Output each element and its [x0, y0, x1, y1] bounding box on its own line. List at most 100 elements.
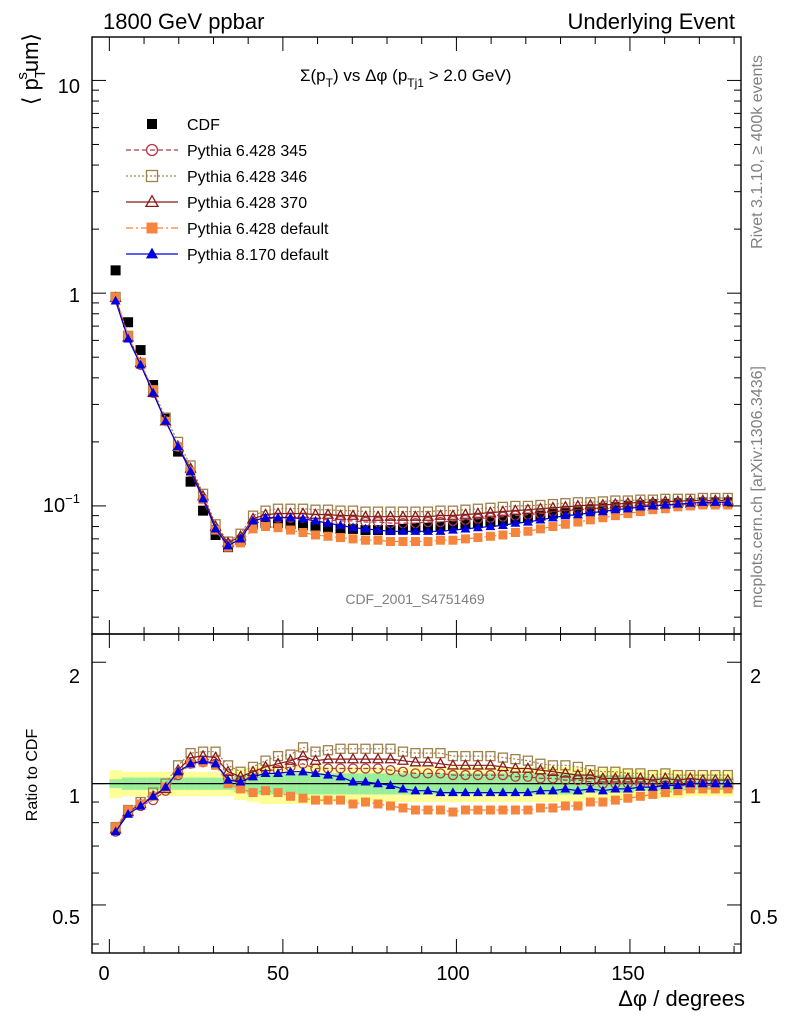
ratio-point — [435, 747, 446, 759]
data-point — [460, 523, 471, 533]
data-point — [672, 498, 683, 508]
ratio-point — [485, 805, 495, 815]
ratio-ytick-label-0-5: 0.5 — [52, 907, 80, 929]
data-point — [409, 510, 422, 521]
ratio-point — [635, 791, 645, 801]
ratio-plot-frame — [91, 633, 742, 954]
ratio-ytick-label-2: 2 — [69, 666, 80, 688]
ratio-point — [610, 766, 621, 777]
data-point — [148, 387, 159, 397]
xtick-label-50: 50 — [267, 963, 289, 985]
data-point — [360, 523, 371, 533]
ratio-point — [496, 760, 509, 772]
data-point — [647, 500, 658, 510]
data-point — [548, 522, 558, 532]
ratio-point — [323, 769, 333, 779]
ratio-point — [398, 783, 408, 793]
ratio-point — [284, 754, 297, 765]
data-point — [485, 531, 495, 541]
data-point — [348, 534, 358, 544]
ratio-point — [473, 805, 483, 815]
ratio-point — [485, 787, 496, 797]
ratio-point — [310, 768, 321, 777]
ratio-point — [609, 771, 622, 783]
data-point — [385, 526, 396, 535]
side-rivet-label: Rivet 3.1.10, ≥ 400k events — [749, 55, 766, 249]
ratio-point — [435, 787, 446, 797]
ratio-point — [160, 781, 171, 791]
ratio-point — [421, 755, 435, 767]
ratio-point — [348, 776, 358, 786]
data-point — [323, 531, 333, 541]
ratio-point — [622, 783, 633, 793]
ratio-point — [385, 764, 396, 776]
data-point — [435, 535, 445, 545]
main-ytick-label-tenth: 10−1 — [43, 491, 80, 517]
ratio-point — [585, 783, 596, 793]
ratio-point — [523, 805, 533, 815]
ratio-point — [648, 789, 658, 799]
data-point — [311, 530, 321, 540]
ratio-point — [635, 781, 646, 791]
ratio-point — [335, 795, 345, 805]
ratio-point — [660, 780, 671, 789]
ratio-point — [535, 785, 546, 795]
data-point — [509, 504, 522, 515]
ratio-point — [572, 785, 583, 795]
data-point — [710, 497, 721, 506]
ratio-point — [360, 776, 371, 786]
ratio-point — [546, 765, 559, 776]
ratio-point — [510, 805, 520, 815]
data-point — [410, 537, 420, 547]
data-point — [223, 540, 233, 550]
ratio-point — [685, 784, 695, 794]
ratio-point — [396, 754, 410, 765]
legend-marker — [145, 143, 159, 157]
ratio-point — [123, 808, 134, 818]
data-point — [298, 520, 309, 531]
data-point — [585, 515, 595, 525]
data-point — [635, 507, 645, 517]
data-point — [610, 511, 620, 521]
ratio-point — [335, 771, 346, 781]
data-point — [235, 533, 246, 543]
data-point — [285, 512, 296, 522]
data-point — [398, 526, 408, 535]
data-point — [335, 520, 346, 529]
ratio-point — [446, 758, 460, 770]
ratio-point — [447, 769, 459, 781]
ratio-point — [334, 752, 347, 764]
xtick-label-0: 0 — [98, 963, 109, 985]
legend-marker — [144, 194, 160, 208]
ratio-point — [560, 801, 570, 811]
ratio-point — [710, 778, 721, 788]
data-point — [473, 533, 483, 543]
ratio-point — [697, 778, 708, 788]
ratio-point — [610, 795, 620, 805]
axes-frames — [91, 36, 742, 954]
ratio-point — [360, 797, 370, 807]
data-point — [522, 516, 533, 526]
data-point — [273, 518, 284, 529]
ratio-point — [521, 762, 534, 773]
ratio-point — [223, 774, 233, 784]
ratio-point — [598, 797, 608, 807]
data-point — [572, 509, 583, 519]
ratio-point — [472, 769, 484, 781]
ratio-point — [271, 757, 285, 769]
data-point — [110, 295, 121, 305]
ratio-point — [471, 758, 484, 770]
main-ytick-label-10: 10 — [58, 76, 80, 98]
ratio-point — [371, 752, 385, 764]
ratio-point — [559, 766, 572, 778]
ratio-point — [148, 791, 159, 800]
ratio-point — [373, 799, 383, 809]
ratio-point — [248, 771, 258, 781]
ratio-point — [610, 783, 621, 793]
data-point — [421, 510, 435, 521]
data-point — [447, 524, 458, 534]
header-left-label: 1800 GeV ppbar — [103, 9, 264, 34]
ratio-point — [347, 763, 359, 774]
ratio-point — [571, 768, 584, 780]
